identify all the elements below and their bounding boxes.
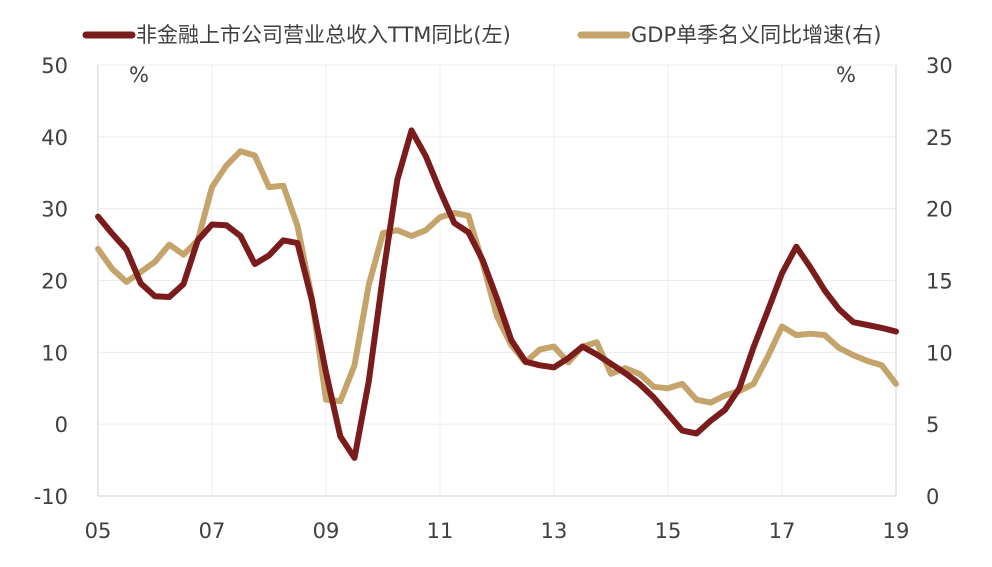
x-tick-label: 11 (427, 519, 454, 543)
left-tick-label: 0 (55, 413, 68, 437)
x-tick-label: 09 (313, 519, 340, 543)
x-tick-label: 13 (541, 519, 568, 543)
right-tick-label: 10 (926, 341, 953, 365)
series-lines (95, 127, 899, 461)
x-tick-label: 17 (769, 519, 796, 543)
right-tick-label: 30 (926, 54, 953, 78)
x-tick-label: 07 (199, 519, 226, 543)
right-axis-unit: % (836, 63, 856, 87)
right-tick-label: 5 (926, 413, 939, 437)
left-tick-label: 50 (41, 54, 68, 78)
series-line-revenue (95, 127, 899, 461)
x-tick-label: 19 (883, 519, 910, 543)
right-tick-label: 15 (926, 270, 953, 294)
legend-label-gdp: GDP单季名义同比增速(右) (631, 23, 882, 47)
legend: 非金融上市公司营业总收入TTM同比(左) GDP单季名义同比增速(右) (82, 23, 882, 47)
right-tick-label: 20 (926, 198, 953, 222)
left-tick-label: 30 (41, 198, 68, 222)
left-tick-label: 20 (41, 270, 68, 294)
right-tick-label: 25 (926, 126, 953, 150)
x-tick-label: 05 (85, 519, 112, 543)
left-tick-label: 40 (41, 126, 68, 150)
series-line-gdp (95, 148, 899, 406)
left-tick-label: -10 (34, 485, 68, 509)
right-tick-label: 0 (926, 485, 939, 509)
left-tick-label: 10 (41, 341, 68, 365)
axes (97, 65, 897, 497)
legend-label-revenue: 非金融上市公司营业总收入TTM同比(左) (136, 23, 511, 47)
left-axis-unit: % (129, 63, 149, 87)
x-tick-label: 15 (655, 519, 682, 543)
